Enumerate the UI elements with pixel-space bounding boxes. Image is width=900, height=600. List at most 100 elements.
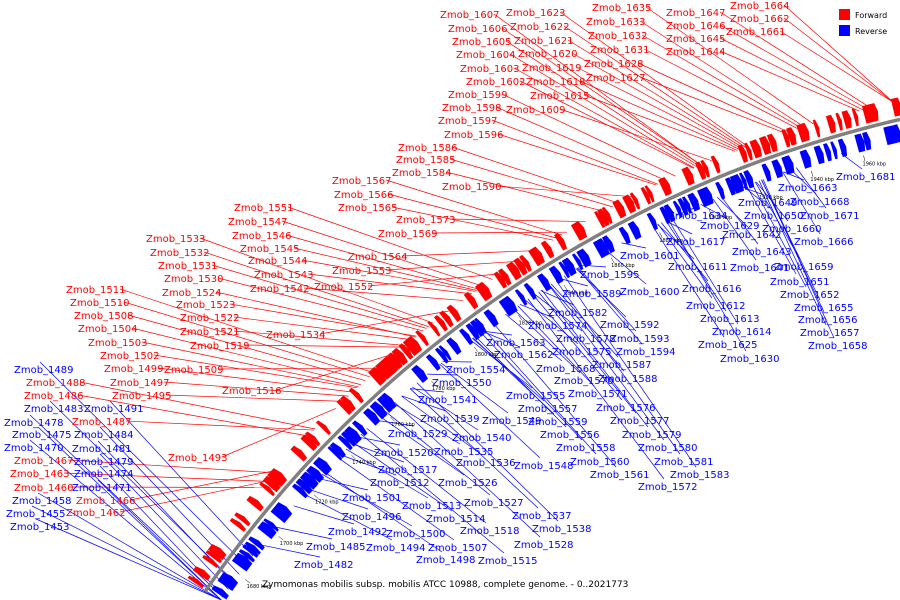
label-connector [394,402,541,538]
label-connector [97,479,222,600]
reverse-gene-feature [317,457,332,472]
label-connector [287,206,493,280]
reverse-gene-label: Zmob_1601 [620,251,680,262]
reverse-gene-label: Zmob_1600 [620,287,680,298]
forward-gene-label: Zmob_1567 [332,176,392,187]
forward-gene-feature [506,261,522,281]
tick-label: 1740 kbp [352,460,376,466]
label-connector [652,226,725,338]
reverse-gene-label: Zmob_1666 [794,237,854,248]
forward-gene-label: Zmob_1635 [592,3,652,14]
reverse-gene-feature [446,337,462,355]
forward-gene-feature [825,114,836,134]
reverse-gene-label: Zmob_1484 [74,430,134,441]
tick-mark [759,188,763,195]
forward-gene-feature [336,399,353,415]
forward-gene-feature [622,194,636,214]
forward-gene-label: Zmob_1584 [392,168,452,179]
label-connector [783,17,894,103]
forward-gene-label: Zmob_1542 [250,284,310,295]
label-connector [119,480,268,513]
reverse-gene-label: Zmob_1589 [562,289,622,300]
reverse-gene-feature [854,133,866,153]
forward-gene-label: Zmob_1664 [730,1,790,12]
reverse-gene-label: Zmob_1470 [4,443,64,454]
reverse-gene-label: Zmob_1512 [370,478,430,489]
label-connector [720,195,759,245]
reverse-gene-feature [536,273,552,292]
label-connector [79,381,316,430]
forward-gene-label: Zmob_1543 [254,270,314,281]
reverse-gene-label: Zmob_1562 [494,350,554,361]
reverse-gene-label: Zmob_1475 [12,430,72,441]
forward-gene-label: Zmob_1607 [440,10,500,21]
label-connector [563,25,746,148]
reverse-gene-label: Zmob_1485 [306,542,366,553]
label-connector [795,167,827,209]
label-connector [783,4,894,103]
label-connector [233,330,406,346]
legend-reverse-label: Reverse [855,27,887,36]
forward-gene-label: Zmob_1545 [240,244,300,255]
label-connector [123,301,370,377]
reverse-gene-label: Zmob_1668 [790,197,850,208]
reverse-gene-label: Zmob_1535 [434,447,494,458]
reverse-gene-feature [548,265,564,285]
reverse-gene-label: Zmob_1649 [738,198,798,209]
forward-gene-label: Zmob_1599 [448,90,508,101]
forward-gene-label: Zmob_1603 [460,64,520,75]
reverse-gene-label: Zmob_1578 [556,334,616,345]
reverse-gene-feature [329,442,346,459]
reverse-gene-feature [596,238,610,257]
reverse-gene-feature [663,204,676,223]
reverse-gene-feature [327,446,343,461]
forward-gene-label: Zmob_1628 [584,59,644,70]
reverse-gene-feature [369,401,387,420]
reverse-gene-feature [503,295,518,314]
reverse-gene-label: Zmob_1501 [342,493,402,504]
label-connector [275,352,397,391]
forward-gene-label: Zmob_1551 [234,203,294,214]
forward-gene-label: Zmob_1566 [334,190,394,201]
reverse-gene-feature [244,541,261,555]
label-connector [491,119,659,185]
reverse-gene-feature [761,163,772,182]
label-connector [29,439,222,600]
tick-label: 1960 kbp [863,161,887,167]
tick-mark [245,579,251,584]
forward-gene-feature [700,159,710,178]
reverse-gene-label: Zmob_1548 [514,461,574,472]
reverse-gene-feature [514,289,528,306]
forward-gene-label: Zmob_1530 [164,274,224,285]
forward-gene-feature [387,352,403,370]
label-connector [321,473,413,527]
forward-gene-label: Zmob_1605 [452,37,512,48]
reverse-gene-feature [523,282,537,300]
forward-gene-feature [513,257,528,276]
forward-gene-label: Zmob_1632 [588,31,648,42]
reverse-gene-label: Zmob_1616 [682,284,742,295]
forward-gene-label: Zmob_1598 [442,103,502,114]
label-connector [497,133,657,186]
reverse-gene-label: Zmob_1594 [616,347,676,358]
reverse-gene-label: Zmob_1655 [794,303,854,314]
reverse-gene-label: Zmob_1634 [668,211,728,222]
label-connector [229,303,417,337]
forward-gene-feature [749,139,762,159]
forward-gene-label: Zmob_1516 [222,386,282,397]
forward-gene-label: Zmob_1597 [438,116,498,127]
label-connector [538,291,637,414]
reverse-gene-label: Zmob_1561 [590,470,650,481]
forward-gene-label: Zmob_1661 [726,27,786,38]
reverse-gene-label: Zmob_1557 [518,404,578,415]
reverse-gene-label: Zmob_1471 [72,483,132,494]
tick-label: 1880 kbp [659,238,683,244]
reverse-gene-label: Zmob_1593 [610,334,670,345]
tick-mark [473,346,478,352]
reverse-gene-label: Zmob_1656 [798,315,858,326]
forward-gene-label: Zmob_1486 [24,391,84,402]
forward-gene-feature [375,362,392,380]
reverse-gene-feature [211,585,229,600]
label-connector [583,94,736,152]
reverse-gene-label: Zmob_1563 [486,338,546,349]
